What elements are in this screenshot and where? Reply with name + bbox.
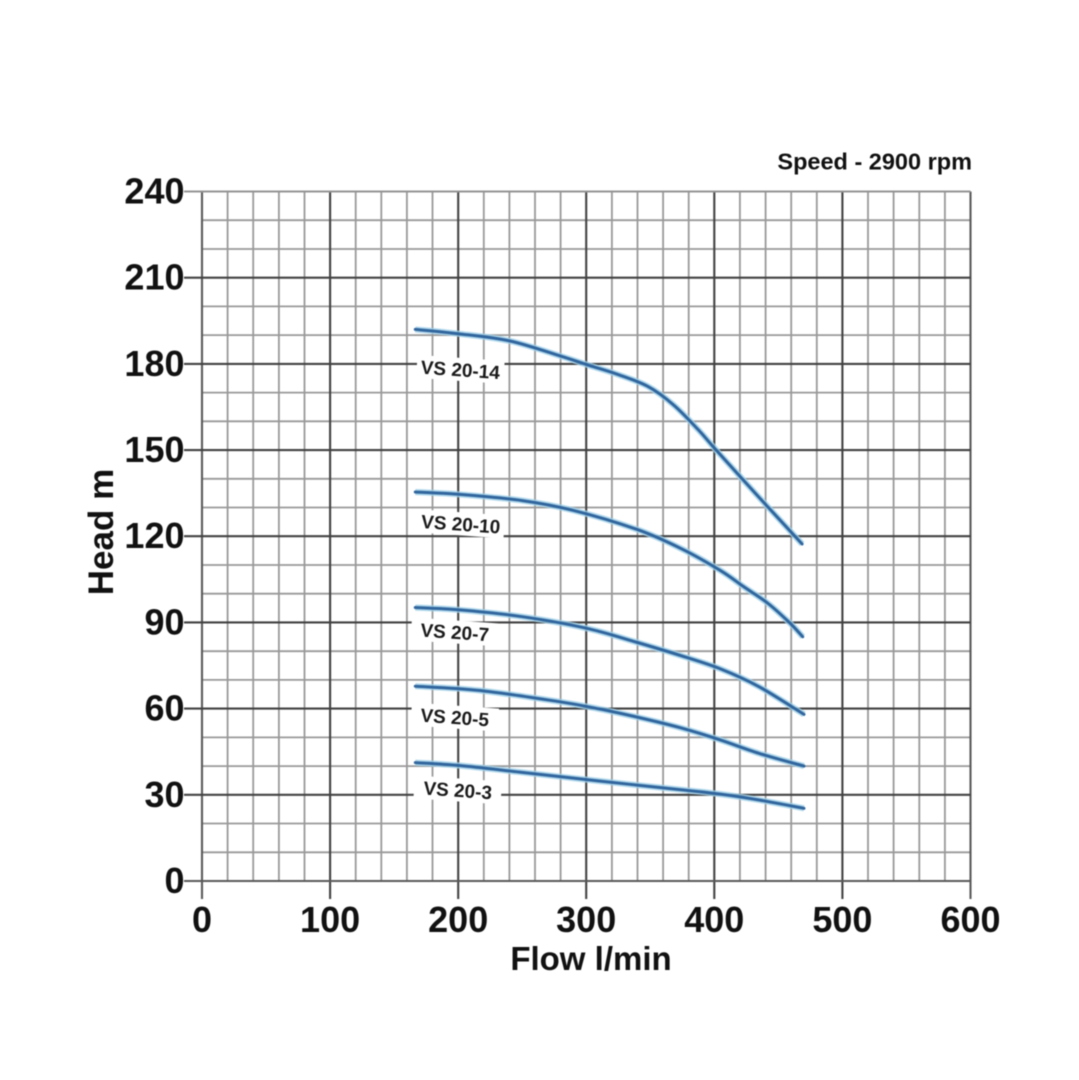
svg-text:120: 120 — [124, 515, 184, 556]
svg-text:Speed - 2900 rpm: Speed - 2900 rpm — [777, 149, 972, 175]
svg-text:180: 180 — [124, 343, 184, 384]
svg-text:VS 20-5: VS 20-5 — [420, 706, 490, 732]
svg-text:200: 200 — [428, 899, 488, 940]
svg-text:Head m: Head m — [82, 469, 121, 595]
svg-text:90: 90 — [144, 601, 184, 642]
svg-text:100: 100 — [300, 899, 360, 940]
svg-text:0: 0 — [164, 860, 184, 901]
svg-text:150: 150 — [124, 429, 184, 470]
svg-text:VS 20-3: VS 20-3 — [423, 779, 493, 805]
svg-text:30: 30 — [144, 774, 184, 815]
svg-text:300: 300 — [556, 899, 616, 940]
svg-text:0: 0 — [192, 899, 212, 940]
svg-text:600: 600 — [940, 899, 1000, 940]
svg-text:60: 60 — [144, 688, 184, 729]
svg-text:Flow l/min: Flow l/min — [510, 940, 671, 977]
svg-text:VS 20-7: VS 20-7 — [420, 621, 490, 647]
svg-text:500: 500 — [812, 899, 872, 940]
svg-text:400: 400 — [684, 899, 744, 940]
svg-text:210: 210 — [124, 257, 184, 298]
svg-text:240: 240 — [124, 171, 184, 212]
